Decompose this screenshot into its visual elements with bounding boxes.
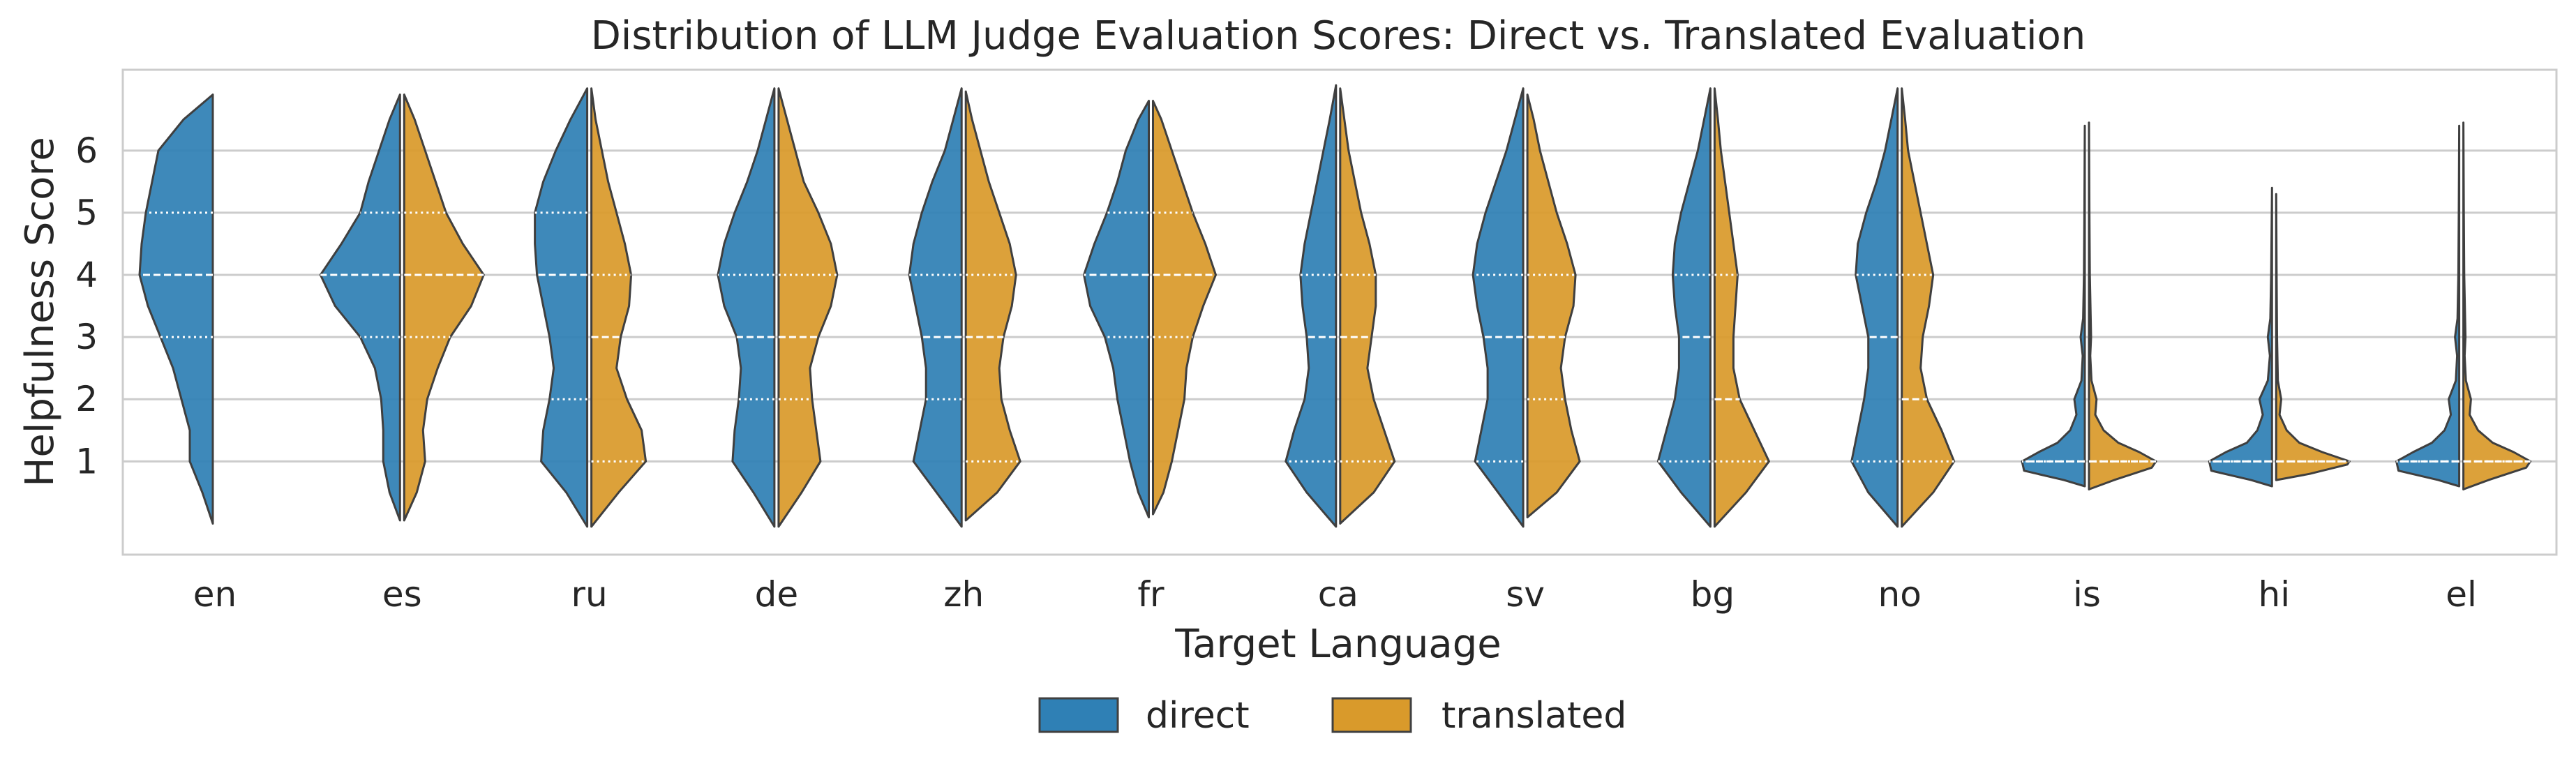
legend-label-direct: direct: [1146, 695, 1250, 737]
violin-body: [2395, 124, 2461, 488]
legend-label-translated: translated: [1441, 695, 1626, 737]
violin-zh-direct: [908, 87, 963, 528]
violin-no-translated: [1901, 87, 1956, 528]
x-tick-label: bg: [1691, 574, 1735, 615]
x-tick-label: en: [193, 574, 237, 615]
y-tick-labels: 1 2 3 4 5 6: [75, 130, 98, 482]
y-tick-label: 6: [75, 130, 98, 171]
x-tick-labels: en es ru de zh fr ca sv bg no is hi el: [193, 574, 2477, 615]
violin-fr-direct: [1083, 100, 1150, 519]
violin-body: [2208, 186, 2273, 488]
x-tick-label: fr: [1137, 574, 1165, 615]
violin-el-direct: [2395, 124, 2461, 488]
violin-es-direct: [319, 93, 401, 522]
violin-is-direct: [2021, 124, 2086, 488]
violin-body: [1713, 87, 1770, 528]
y-tick-label: 4: [75, 255, 98, 295]
x-axis-title: Target Language: [1174, 622, 1501, 667]
violin-body: [1901, 87, 1956, 528]
violin-body: [1656, 87, 1712, 528]
violin-bg-direct: [1656, 87, 1712, 528]
violin-zh-translated: [964, 90, 1021, 522]
y-axis-title: Helpfulness Score: [17, 137, 63, 486]
violin-body: [717, 87, 776, 528]
violin-body: [2275, 193, 2351, 481]
violin-el-translated: [2462, 121, 2532, 490]
violin-sv-direct: [1472, 87, 1525, 528]
violin-ca-direct: [1285, 84, 1338, 528]
violin-body: [777, 87, 839, 528]
x-tick-label: ru: [571, 574, 607, 615]
x-tick-label: zh: [943, 574, 984, 615]
violin-body: [1285, 84, 1338, 528]
x-tick-label: is: [2073, 574, 2101, 615]
violin-hi-translated: [2275, 193, 2351, 481]
x-tick-label: hi: [2259, 574, 2291, 615]
violin-no-direct: [1850, 87, 1899, 528]
y-tick-label: 5: [75, 193, 98, 233]
violin-is-translated: [2088, 121, 2157, 490]
violin-body: [1850, 87, 1899, 528]
violin-de-translated: [777, 87, 839, 528]
violin-body: [1472, 87, 1525, 528]
violin-body: [590, 87, 647, 528]
x-tick-label: es: [382, 574, 422, 615]
legend: direct translated: [1038, 695, 1626, 737]
violin-es-translated: [403, 93, 485, 522]
violin-hi-direct: [2208, 186, 2273, 488]
x-tick-label: ca: [1318, 574, 1358, 615]
x-tick-label: sv: [1506, 574, 1545, 615]
violin-sv-translated: [1526, 93, 1581, 519]
violin-body: [319, 93, 401, 522]
legend-swatch-translated: [1331, 697, 1412, 733]
violin-body: [1339, 87, 1396, 525]
x-tick-label: el: [2446, 574, 2477, 615]
violin-body: [2088, 121, 2157, 490]
violin-body: [2021, 124, 2086, 488]
violin-ru-translated: [590, 87, 647, 528]
violins: [138, 84, 2532, 528]
violin-body: [2462, 121, 2532, 490]
legend-swatch-direct: [1038, 697, 1119, 733]
chart-title: Distribution of LLM Judge Evaluation Sco…: [591, 13, 2086, 59]
violin-body: [964, 90, 1021, 522]
violin-ru-direct: [534, 87, 589, 528]
y-tick-label: 1: [75, 441, 98, 481]
violin-bg-translated: [1713, 87, 1770, 528]
violin-body: [1152, 100, 1217, 516]
violin-body: [403, 93, 485, 522]
y-tick-label: 2: [75, 379, 98, 419]
violin-body: [138, 93, 214, 525]
violin-body: [1526, 93, 1581, 519]
violin-ca-translated: [1339, 87, 1396, 525]
x-tick-label: de: [755, 574, 799, 615]
violin-body: [1083, 100, 1150, 519]
violin-en-direct: [138, 93, 214, 525]
plot-area-frame: [121, 68, 2558, 556]
y-tick-label: 3: [75, 317, 98, 357]
violin-body: [908, 87, 963, 528]
x-tick-label: no: [1878, 574, 1922, 615]
violin-body: [534, 87, 589, 528]
violin-de-direct: [717, 87, 776, 528]
violin-fr-translated: [1152, 100, 1217, 516]
